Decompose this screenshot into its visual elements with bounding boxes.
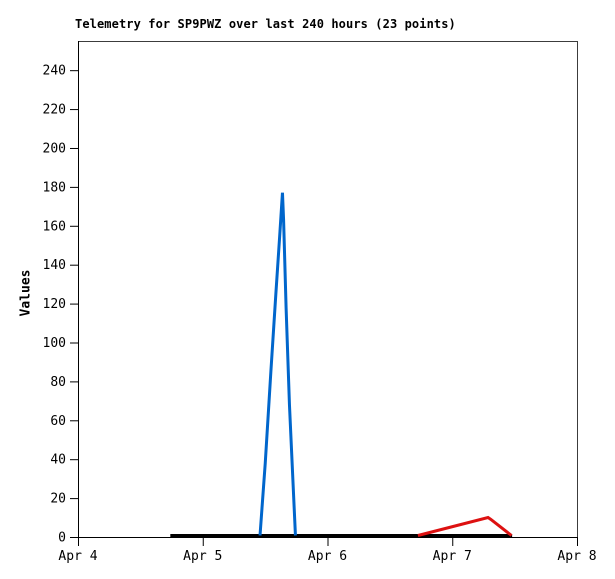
y-tick-label: 200 — [43, 141, 66, 156]
y-tick-label: 220 — [43, 103, 66, 118]
chart-title: Telemetry for SP9PWZ over last 240 hours… — [75, 17, 456, 31]
series-line-channel-blue — [258, 192, 297, 536]
y-tick-label: 160 — [43, 219, 66, 234]
x-tick-label: Apr 5 — [183, 549, 222, 564]
plot-frame — [78, 41, 578, 538]
x-tick-label: Apr 4 — [58, 549, 97, 564]
y-tick-label: 20 — [50, 492, 66, 507]
x-tick-label: Apr 7 — [433, 549, 472, 564]
y-tick-label: 60 — [50, 414, 66, 429]
y-tick-label: 100 — [43, 336, 66, 351]
y-tick-label: 80 — [50, 375, 66, 390]
y-tick-label: 140 — [43, 258, 66, 273]
axis-lines — [78, 41, 577, 538]
y-tick-label: 180 — [43, 180, 66, 195]
y-tick-label: 40 — [50, 453, 66, 468]
x-tick-label: Apr 8 — [557, 549, 596, 564]
y-tick-label: 0 — [58, 531, 66, 546]
series-line-channel-red — [417, 515, 513, 537]
x-tick-label: Apr 6 — [308, 549, 347, 564]
y-tick-label: 240 — [43, 64, 66, 79]
y-tick-label: 120 — [43, 297, 66, 312]
